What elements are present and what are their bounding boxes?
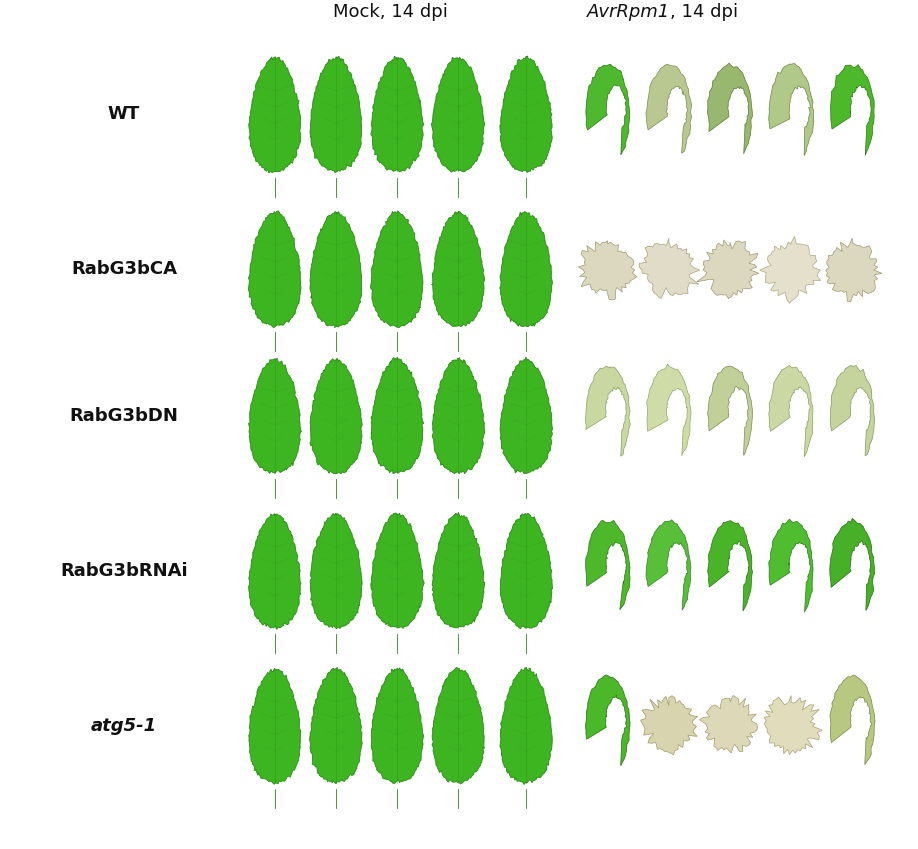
PathPatch shape bbox=[768, 519, 813, 612]
Text: , 14 dpi: , 14 dpi bbox=[670, 3, 738, 21]
PathPatch shape bbox=[371, 668, 423, 784]
Text: AvrRpm1: AvrRpm1 bbox=[587, 3, 670, 21]
PathPatch shape bbox=[249, 668, 301, 784]
PathPatch shape bbox=[249, 57, 301, 173]
PathPatch shape bbox=[432, 357, 485, 474]
PathPatch shape bbox=[641, 695, 698, 755]
PathPatch shape bbox=[500, 357, 553, 474]
PathPatch shape bbox=[248, 211, 301, 328]
PathPatch shape bbox=[826, 238, 882, 301]
PathPatch shape bbox=[760, 236, 821, 303]
PathPatch shape bbox=[700, 695, 757, 753]
PathPatch shape bbox=[249, 358, 301, 474]
Text: WT: WT bbox=[107, 105, 140, 123]
Text: RabG3bCA: RabG3bCA bbox=[71, 261, 177, 278]
PathPatch shape bbox=[499, 211, 553, 327]
PathPatch shape bbox=[310, 211, 362, 328]
Text: RabG3bDN: RabG3bDN bbox=[70, 407, 178, 425]
PathPatch shape bbox=[708, 63, 753, 154]
PathPatch shape bbox=[310, 57, 362, 172]
PathPatch shape bbox=[500, 667, 553, 784]
PathPatch shape bbox=[769, 365, 812, 457]
PathPatch shape bbox=[309, 667, 363, 784]
PathPatch shape bbox=[708, 366, 753, 455]
Text: atg5-1: atg5-1 bbox=[91, 717, 157, 734]
Text: RabG3bRNAi: RabG3bRNAi bbox=[60, 562, 188, 580]
PathPatch shape bbox=[310, 358, 362, 474]
PathPatch shape bbox=[586, 675, 630, 766]
PathPatch shape bbox=[310, 513, 363, 628]
PathPatch shape bbox=[708, 520, 753, 611]
PathPatch shape bbox=[768, 64, 814, 155]
PathPatch shape bbox=[646, 520, 691, 610]
PathPatch shape bbox=[586, 65, 630, 155]
PathPatch shape bbox=[586, 366, 631, 456]
PathPatch shape bbox=[371, 357, 424, 474]
PathPatch shape bbox=[831, 65, 874, 155]
Text: Mock, 14 dpi: Mock, 14 dpi bbox=[332, 3, 448, 21]
PathPatch shape bbox=[646, 364, 691, 456]
PathPatch shape bbox=[249, 514, 301, 629]
PathPatch shape bbox=[432, 667, 485, 784]
PathPatch shape bbox=[578, 241, 637, 300]
PathPatch shape bbox=[432, 513, 485, 627]
PathPatch shape bbox=[371, 211, 423, 328]
PathPatch shape bbox=[586, 520, 630, 610]
PathPatch shape bbox=[646, 65, 691, 153]
PathPatch shape bbox=[697, 240, 759, 299]
PathPatch shape bbox=[830, 675, 875, 765]
PathPatch shape bbox=[431, 211, 485, 327]
PathPatch shape bbox=[764, 695, 823, 755]
PathPatch shape bbox=[830, 365, 875, 456]
PathPatch shape bbox=[500, 514, 553, 628]
PathPatch shape bbox=[431, 57, 485, 172]
PathPatch shape bbox=[830, 519, 875, 610]
PathPatch shape bbox=[639, 239, 700, 299]
PathPatch shape bbox=[499, 56, 553, 172]
PathPatch shape bbox=[371, 513, 424, 628]
PathPatch shape bbox=[371, 56, 424, 171]
